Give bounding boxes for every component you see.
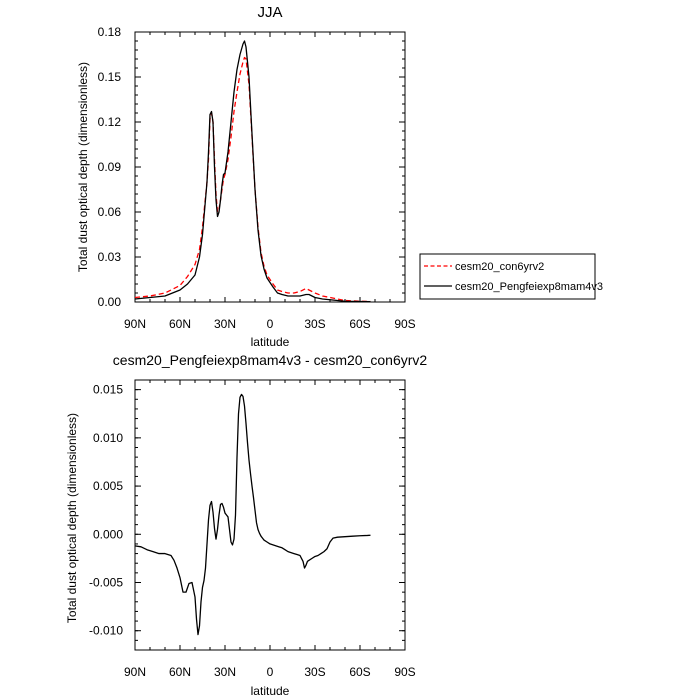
legend-label-series-2: cesm20_Pengfeiexp8mam4v3: [455, 281, 603, 293]
x-axis-ticks: 90N 60N 30N 0 30S 60S 90S: [124, 32, 416, 331]
x-tick-label: 0: [267, 317, 274, 331]
top-panel: JJA 90N 60N 30N 0 30S 60S 90S 0.00 0.03 0.06 0.09…: [76, 4, 416, 349]
chart-title: cesm20_Pengfeiexp8mam4v3 - cesm20_con6yr…: [113, 352, 428, 368]
series-line-2: [134, 40, 371, 303]
x-tick-label: 30S: [304, 317, 325, 331]
y-tick-label: 0.15: [98, 70, 122, 84]
series-line-1: [134, 393, 371, 636]
plot-frame: [134, 31, 406, 303]
y-tick-label: 0.005: [93, 479, 123, 493]
y-axis-ticks: 0.015 0.010 0.005 0.000 -0.005 -0.010: [89, 379, 405, 651]
legend: cesm20_con6yrv2 cesm20_Pengfeiexp8mam4v3: [419, 253, 603, 300]
legend-box: [419, 253, 596, 300]
y-tick-label: 0.09: [98, 160, 122, 174]
chart-title: JJA: [257, 4, 282, 21]
series-line-1: [134, 56, 371, 303]
y-tick-label: 0.06: [98, 205, 122, 219]
x-tick-label: 30S: [304, 665, 325, 679]
y-tick-label: 0.015: [93, 383, 123, 397]
x-tick-label: 30N: [214, 317, 236, 331]
x-tick-label: 90S: [394, 317, 415, 331]
plot-lines: [134, 393, 371, 636]
y-tick-label: 0.18: [98, 25, 122, 39]
x-tick-label: 60S: [349, 317, 370, 331]
y-tick-label: 0.00: [98, 295, 122, 309]
x-tick-label: 60S: [349, 665, 370, 679]
y-tick-label: -0.005: [89, 576, 123, 590]
x-tick-label: 90N: [124, 665, 146, 679]
y-tick-label: 0.010: [93, 431, 123, 445]
y-axis-label: Total dust optical depth (dimensionless): [65, 413, 79, 623]
y-tick-label: 0.12: [98, 115, 122, 129]
x-tick-label: 60N: [169, 665, 191, 679]
bottom-panel: cesm20_Pengfeiexp8mam4v3 - cesm20_con6yr…: [65, 352, 427, 698]
x-tick-label: 60N: [169, 317, 191, 331]
x-axis-ticks: 90N 60N 30N 0 30S 60S 90S: [124, 380, 416, 679]
x-tick-label: 90S: [394, 665, 415, 679]
y-axis-label: Total dust optical depth (dimensionless): [76, 62, 90, 272]
plot-frame: [134, 379, 406, 651]
x-tick-label: 0: [267, 665, 274, 679]
x-axis-label: latitude: [251, 335, 290, 349]
x-axis-label: latitude: [251, 684, 290, 698]
y-tick-label: 0.03: [98, 250, 122, 264]
y-tick-label: -0.010: [89, 624, 123, 638]
x-tick-label: 90N: [124, 317, 146, 331]
y-tick-label: 0.000: [93, 527, 123, 541]
plot-lines: [134, 40, 371, 303]
y-axis-ticks: 0.00 0.03 0.06 0.09 0.12 0.15 0.18: [98, 25, 405, 309]
x-tick-label: 30N: [214, 665, 236, 679]
legend-label-series-1: cesm20_con6yrv2: [455, 261, 544, 273]
